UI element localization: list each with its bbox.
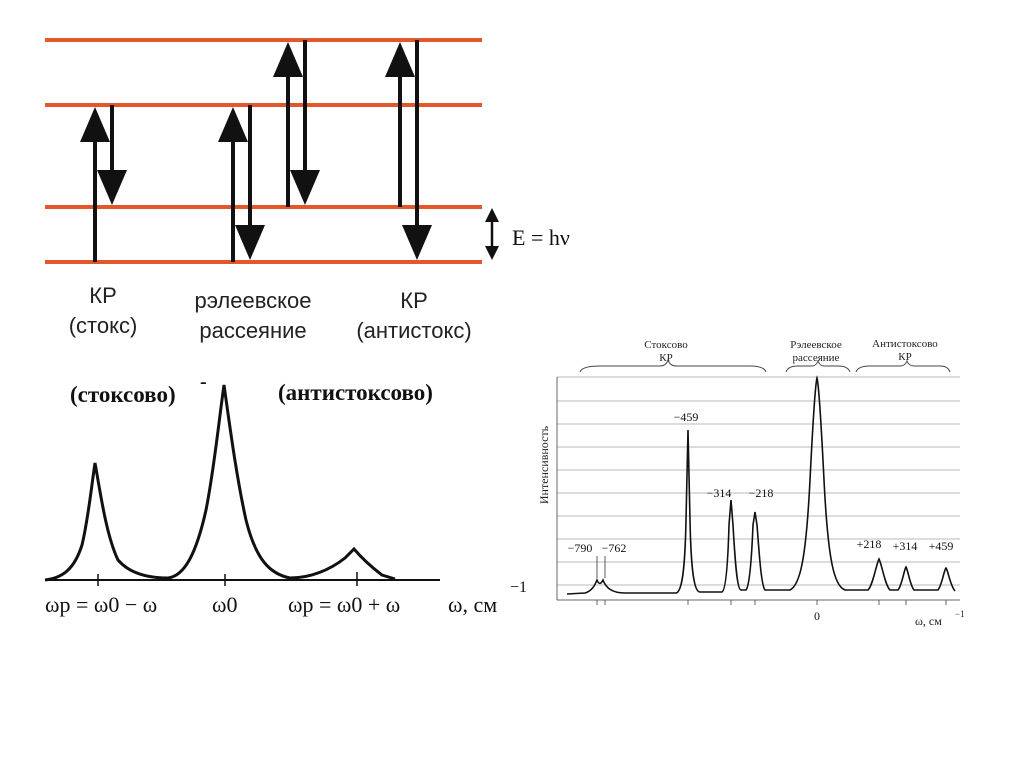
- group-rayleigh-line1: Рэлеевское: [790, 339, 842, 351]
- stokes-label-line2: (стокс): [69, 313, 138, 338]
- peak-label-p218: +218: [857, 537, 882, 551]
- zero-tick-label: 0: [814, 609, 820, 623]
- group-stokes-line1: Стоксово: [644, 339, 688, 351]
- peak-label-p314: +314: [893, 539, 918, 553]
- stokes-upper-up-arrowhead: [273, 42, 303, 77]
- stokes-upper-down-arrowhead: [290, 170, 320, 205]
- raman-x-label: ω, см: [915, 614, 942, 628]
- tick-antistokes-label: ωp = ω0 + ω: [288, 592, 400, 617]
- antistokes-label-line1: КР: [400, 288, 428, 313]
- stokes-label-line1: КР: [89, 283, 117, 308]
- energy-levels: [45, 38, 482, 264]
- rayleigh-label-line1: рэлеевское: [194, 288, 311, 313]
- stokes-upper-arrows: [273, 40, 320, 207]
- raman-x-exp: −1: [955, 609, 965, 619]
- brace-rayleigh: [785, 359, 851, 373]
- stokes-up-arrowhead: [80, 107, 110, 142]
- group-stokes-line2: КР: [659, 352, 672, 364]
- rayleigh-label-line2: рассеяние: [199, 318, 306, 343]
- peak-label-m762: −762: [602, 541, 627, 555]
- energy-label: E = hν: [512, 225, 570, 250]
- rayleigh-down-arrowhead: [235, 225, 265, 260]
- rayleigh-up-arrowhead: [218, 107, 248, 142]
- tick-center-label: ω0: [212, 592, 237, 617]
- axis-label: ω, см: [448, 592, 497, 617]
- dash-mark: -: [200, 371, 207, 393]
- group-antistokes-line2: КР: [898, 351, 911, 363]
- stokes-down-arrowhead: [97, 170, 127, 205]
- antistokes-down-arrowhead: [402, 225, 432, 260]
- peak-label-p459: +459: [929, 539, 954, 553]
- energy-gap-arrow: [485, 208, 499, 260]
- raman-x-ticks: [596, 600, 947, 605]
- stokes-arrows: [80, 105, 127, 262]
- group-antistokes-line1: Антистоксово: [872, 338, 938, 350]
- brace-stokes: [579, 358, 767, 373]
- antistokes-up-arrowhead: [385, 42, 415, 77]
- antistokes-label-line2: (антистокс): [356, 318, 471, 343]
- antistokes-arrows: [385, 40, 432, 260]
- stokes-region-label: (стоксово): [70, 382, 176, 407]
- peak-label-m459: −459: [674, 410, 699, 424]
- peak-label-m790: −790: [568, 541, 593, 555]
- raman-y-label: Интенсивность: [537, 425, 551, 504]
- tick-stokes-label: ωp = ω0 − ω: [45, 592, 157, 617]
- raman-grid: [557, 376, 960, 586]
- brace-antistokes: [855, 359, 951, 373]
- antistokes-region-label: (антистоксово): [278, 380, 433, 405]
- peak-label-m314: −314: [707, 486, 732, 500]
- schematic-spectrum-curve: [44, 384, 396, 582]
- rayleigh-arrows: [218, 105, 265, 262]
- peak-label-m218: −218: [749, 486, 774, 500]
- raman-spectrum-curve: [566, 375, 956, 595]
- axis-exponent: −1: [510, 579, 527, 596]
- group-rayleigh-line2: рассеяние: [793, 352, 840, 364]
